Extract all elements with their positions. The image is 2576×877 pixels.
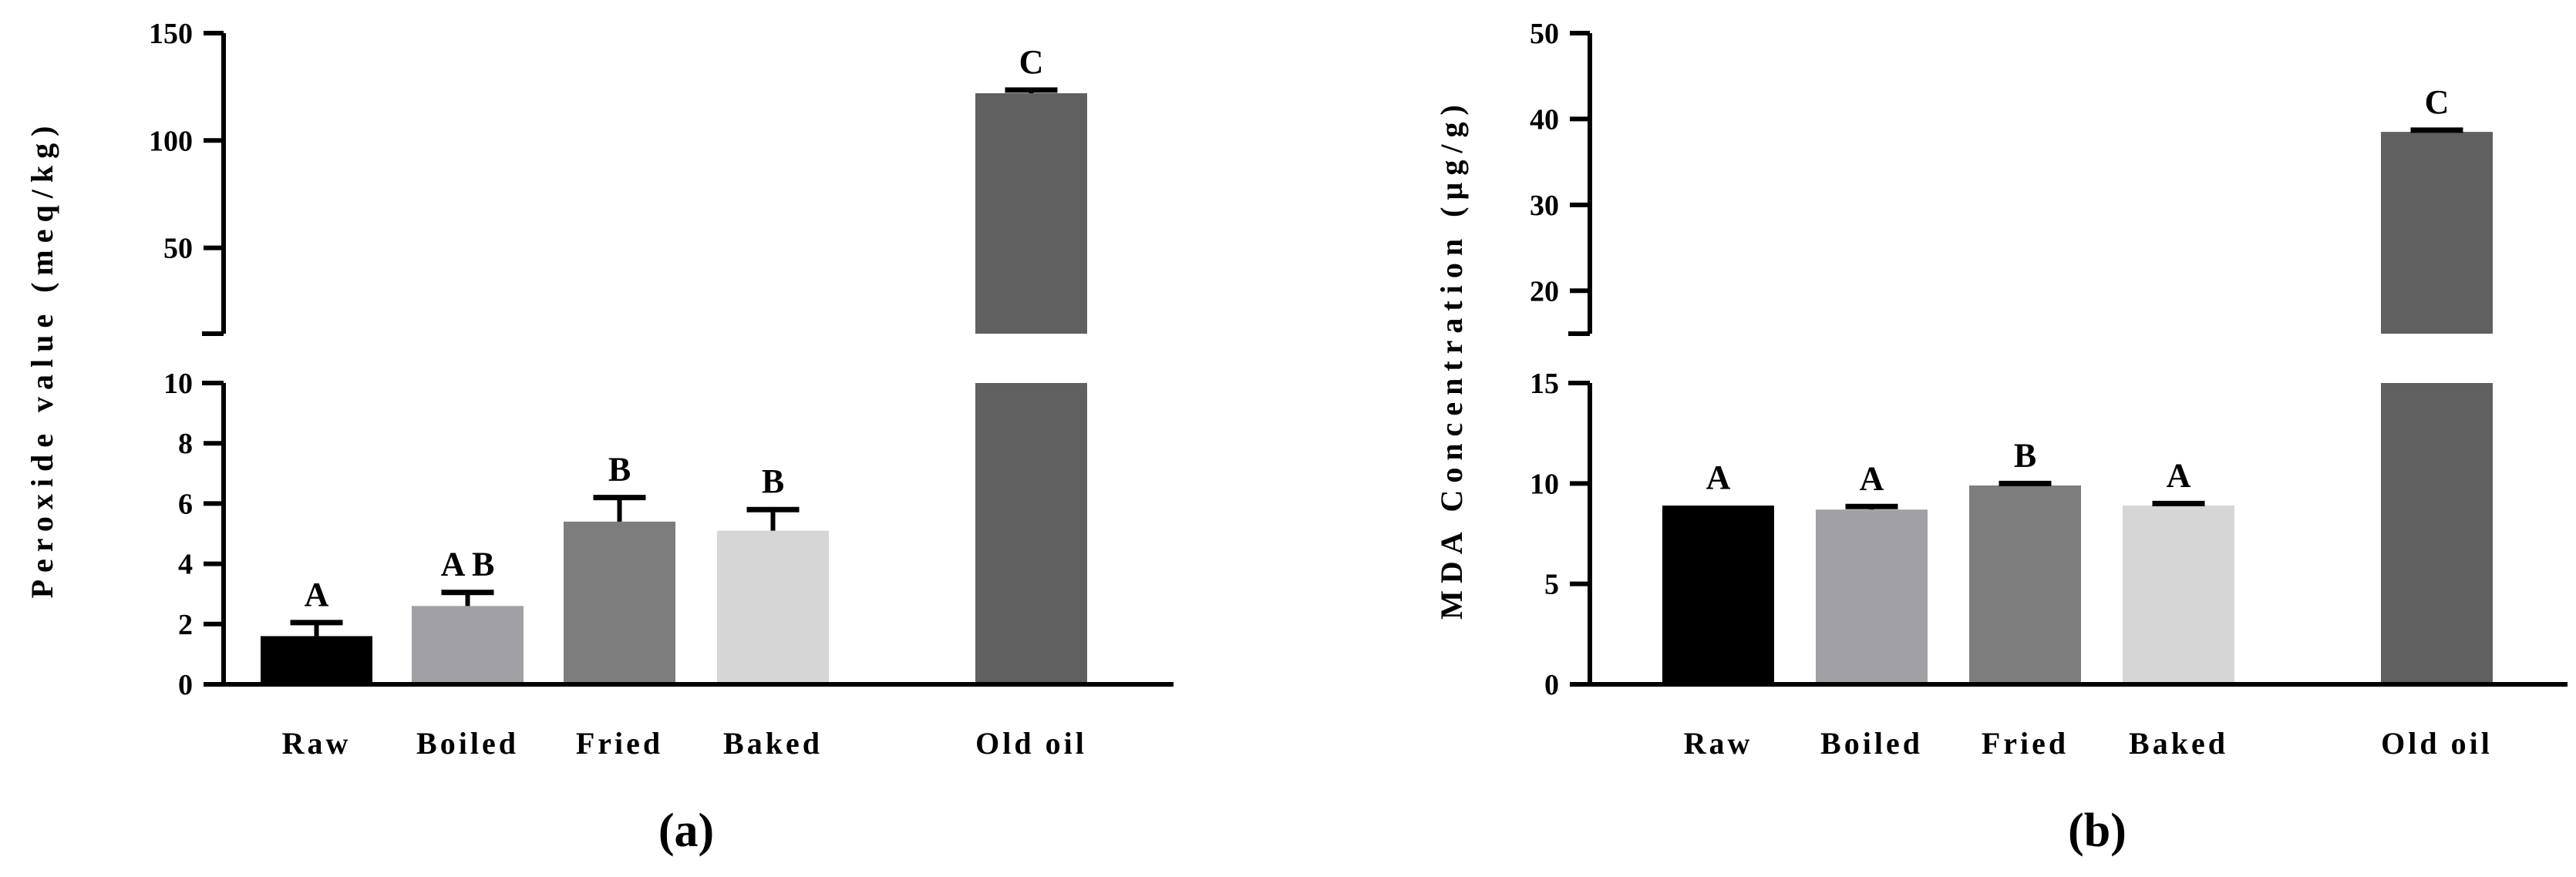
x-tick-label: Boiled	[1820, 726, 1923, 761]
y-tick-label: 5	[1544, 569, 1559, 601]
panel-label: (b)	[2068, 805, 2126, 857]
y-tick-label: 100	[149, 125, 193, 157]
significance-label: A	[1706, 459, 1731, 496]
x-tick-label: Raw	[1684, 726, 1753, 761]
significance-label: A	[1860, 459, 1884, 497]
significance-label: A	[2167, 456, 2191, 494]
bar-boiled	[412, 606, 524, 684]
y-tick-label: 50	[163, 233, 193, 265]
bar-raw	[1662, 506, 1774, 684]
y-tick-label: 4	[178, 549, 193, 581]
y-tick-label: 10	[1530, 468, 1559, 500]
bar-raw	[261, 636, 372, 684]
bar-fried	[564, 521, 675, 684]
bar-lower-old-oil	[975, 383, 1087, 684]
x-tick-label: Fried	[1982, 726, 2069, 761]
significance-label: C	[2425, 83, 2450, 121]
bar-boiled	[1816, 509, 1928, 684]
y-tick-label: 50	[1530, 18, 1559, 50]
panel-label: (a)	[658, 805, 714, 857]
significance-label: A B	[441, 546, 495, 583]
y-axis-title: Peroxide value (meq/kg)	[25, 119, 59, 599]
bar-upper-old-oil	[975, 93, 1087, 334]
x-tick-label: Raw	[282, 726, 352, 761]
chart-panel-b: A Raw A Boiled B Fried A Baked C Old oil 0 5 10 15 20 3…	[1434, 18, 2568, 857]
x-tick-label: Fried	[576, 726, 663, 761]
y-tick-label: 2	[178, 609, 193, 641]
x-tick-label: Old oil	[975, 726, 1087, 761]
x-tick-label: Old oil	[2381, 726, 2493, 761]
y-tick-label: 30	[1530, 190, 1559, 222]
y-tick-label: 20	[1530, 275, 1559, 307]
significance-label: C	[1019, 43, 1044, 81]
x-tick-label: Boiled	[416, 726, 519, 761]
y-tick-label: 10	[163, 368, 193, 400]
significance-label: B	[2014, 436, 2036, 474]
bar-baked	[717, 530, 829, 684]
significance-label: B	[762, 462, 784, 500]
significance-label: B	[608, 451, 631, 489]
x-tick-label: Baked	[723, 726, 823, 761]
y-tick-label: 8	[178, 428, 193, 460]
chart-panel-a: A Raw A B Boiled B Fried B Baked C Old oil 0 2 4 6 8 10…	[25, 18, 1174, 857]
y-tick-label: 15	[1530, 368, 1559, 400]
x-tick-label: Baked	[2129, 726, 2228, 761]
y-tick-label: 40	[1530, 103, 1559, 136]
y-tick-label: 0	[1544, 669, 1559, 701]
y-tick-label: 0	[178, 669, 193, 701]
bar-fried	[1969, 485, 2081, 684]
y-tick-label: 6	[178, 488, 193, 520]
bar-baked	[2123, 506, 2234, 684]
bar-lower-old-oil	[2381, 383, 2493, 684]
significance-label: A	[305, 576, 329, 613]
bar-upper-old-oil	[2381, 132, 2493, 334]
y-tick-label: 150	[149, 18, 193, 50]
y-axis-title: MDA Concentration (µg/g)	[1434, 98, 1469, 620]
